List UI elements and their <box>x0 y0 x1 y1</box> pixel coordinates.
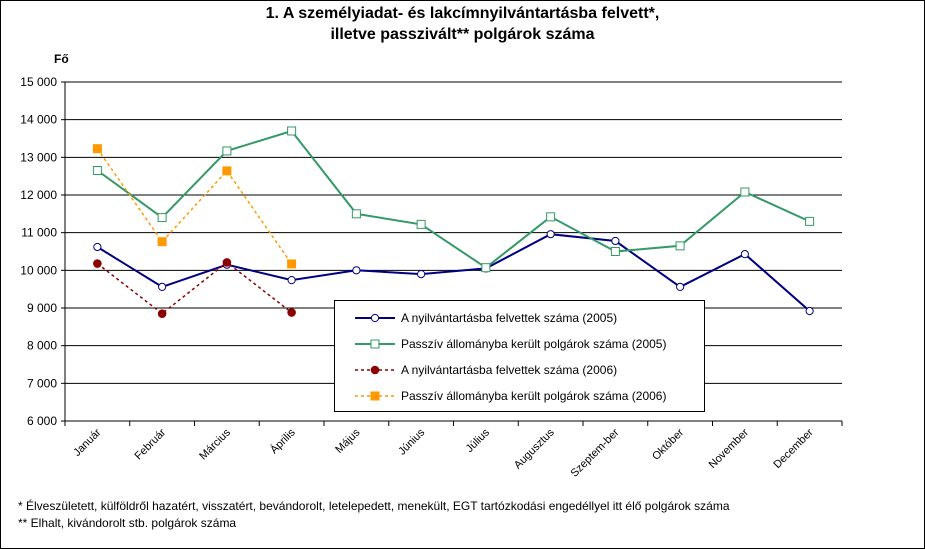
chart-title: 1. A személyiadat- és lakcímnyilvántartá… <box>0 3 925 45</box>
legend-item-passziv-2006: Passzív állományba került polgárok száma… <box>335 385 704 407</box>
y-tick-label-8000: 8 000 <box>27 339 57 353</box>
series-2-point-janu-r <box>93 259 102 268</box>
series-0-point-augusztus <box>546 230 555 239</box>
series-1-point-j-lius <box>481 263 491 273</box>
chart-title-line-1: 1. A személyiadat- és lakcímnyilvántartá… <box>265 5 660 22</box>
y-tick-label-12000: 12 000 <box>20 188 57 202</box>
footnote-1: * Élveszületett, külföldről hazatért, vi… <box>18 499 730 513</box>
series-1-point-okt-ber <box>675 241 685 251</box>
series-3-point-m-rcius <box>222 166 232 176</box>
x-tick-label-janu-r: Január <box>71 426 104 459</box>
y-axis-unit-label: Fő <box>54 52 69 66</box>
x-tick-label-szeptem-ber: Szeptem-ber <box>568 426 621 479</box>
series-0-line <box>96 233 811 312</box>
legend-label-passziv-2005: Passzív állományba került polgárok száma… <box>401 337 667 351</box>
series-3-line <box>96 148 293 265</box>
series-1-point-augusztus <box>546 212 556 222</box>
series-0-point-janu-r <box>93 242 102 252</box>
x-tick-label-december: December <box>771 426 816 471</box>
series-0-point-j-nius <box>417 270 426 279</box>
series-1-point-janu-r <box>92 166 102 176</box>
series-1-point-november <box>740 187 750 197</box>
x-tick-label-augusztus: Augusztus <box>512 426 557 471</box>
x-tick-label-november: November <box>707 426 752 471</box>
series-2 <box>93 258 296 318</box>
series-0-point-febru-r <box>158 282 167 292</box>
y-tick-label-6000: 6 000 <box>27 414 57 428</box>
series-2-line <box>96 261 293 315</box>
legend-item-passziv-2005: Passzív állományba került polgárok száma… <box>335 333 704 355</box>
legend-label-felvettek-2005: A nyilvántartásba felvettek száma (2005) <box>401 311 618 325</box>
x-tick-label-febru-r: Február <box>133 426 169 462</box>
legend-swatch-marker <box>370 339 380 349</box>
series-1 <box>92 126 815 273</box>
legend-swatch-marker <box>370 313 380 323</box>
series-2-point-m-rcius <box>222 258 232 267</box>
series-3-point-janu-r <box>92 144 102 154</box>
x-tick-label-j-lius: Július <box>464 426 493 455</box>
series-2-point--prilis <box>287 308 296 317</box>
series-3-point-febru-r <box>157 237 167 247</box>
legend: A nyilvántartásba felvettek száma (2005)… <box>334 300 705 412</box>
series-3 <box>92 144 297 269</box>
series-1-point-m-jus <box>351 209 361 219</box>
y-tick-label-15000: 15 000 <box>20 75 57 89</box>
x-tick-label-m-jus: Május <box>333 426 363 456</box>
series-1-point-febru-r <box>157 213 167 223</box>
footnotes: * Élveszületett, külföldről hazatért, vi… <box>18 498 730 532</box>
y-tick-label-13000: 13 000 <box>20 150 57 164</box>
series-3-point--prilis <box>287 259 297 269</box>
series-0-point-szeptem-ber <box>611 236 620 246</box>
x-tick-label-okt-ber: Október <box>650 426 686 462</box>
legend-item-felvettek-2006: A nyilvántartásba felvettek száma (2006) <box>335 359 704 381</box>
series-1-point--prilis <box>287 126 297 136</box>
y-tick-label-11000: 11 000 <box>21 226 57 240</box>
series-1-line <box>96 129 811 269</box>
series-1-point-szeptem-ber <box>610 247 620 256</box>
series-0-point-okt-ber <box>676 282 685 292</box>
legend-swatch-marker <box>370 391 380 401</box>
x-tick-label-m-rcius: Március <box>197 426 233 462</box>
legend-item-felvettek-2005: A nyilvántartásba felvettek száma (2005) <box>335 307 704 329</box>
series-0-point-december <box>805 306 814 316</box>
series-2-point-febru-r <box>157 309 167 318</box>
legend-label-felvettek-2006: A nyilvántartásba felvettek száma (2006) <box>401 363 618 377</box>
footnote-2: ** Elhalt, kivándorolt stb. polgárok szá… <box>18 516 237 530</box>
series-1-point-j-nius <box>416 219 426 229</box>
chart-title-line-2: illetve passzivált** polgárok száma <box>330 26 595 43</box>
legend-swatch-felvettek-2005 <box>355 313 395 323</box>
legend-swatch-passziv-2006 <box>355 391 395 401</box>
series-0-point--prilis <box>287 276 296 285</box>
legend-swatch-passziv-2005 <box>355 339 395 349</box>
x-tick-label-j-nius: Június <box>396 426 427 457</box>
x-tick-label--prilis: Április <box>267 426 298 457</box>
series-1-point-december <box>805 216 815 226</box>
y-tick-label-14000: 14 000 <box>20 113 57 127</box>
y-tick-label-9000: 9 000 <box>27 301 57 315</box>
legend-label-passziv-2006: Passzív állományba került polgárok száma… <box>401 389 667 403</box>
series-0-point-november <box>740 250 749 259</box>
series-0-point-m-jus <box>352 266 361 275</box>
legend-swatch-marker <box>370 365 380 375</box>
y-tick-label-7000: 7 000 <box>27 376 57 390</box>
series-1-point-m-rcius <box>222 146 232 156</box>
legend-swatch-felvettek-2006 <box>355 365 395 375</box>
y-tick-label-10000: 10 000 <box>20 263 57 277</box>
